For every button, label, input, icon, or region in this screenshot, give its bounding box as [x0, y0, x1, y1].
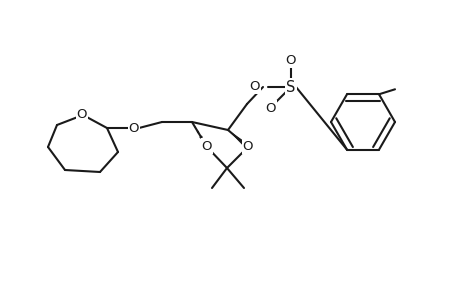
Text: O: O: [77, 107, 87, 121]
Text: O: O: [129, 122, 139, 134]
Text: S: S: [285, 80, 295, 94]
Text: O: O: [265, 101, 276, 115]
Text: O: O: [285, 53, 296, 67]
Text: O: O: [242, 140, 253, 152]
Polygon shape: [228, 130, 249, 149]
Text: O: O: [249, 80, 260, 92]
Text: O: O: [202, 140, 212, 152]
